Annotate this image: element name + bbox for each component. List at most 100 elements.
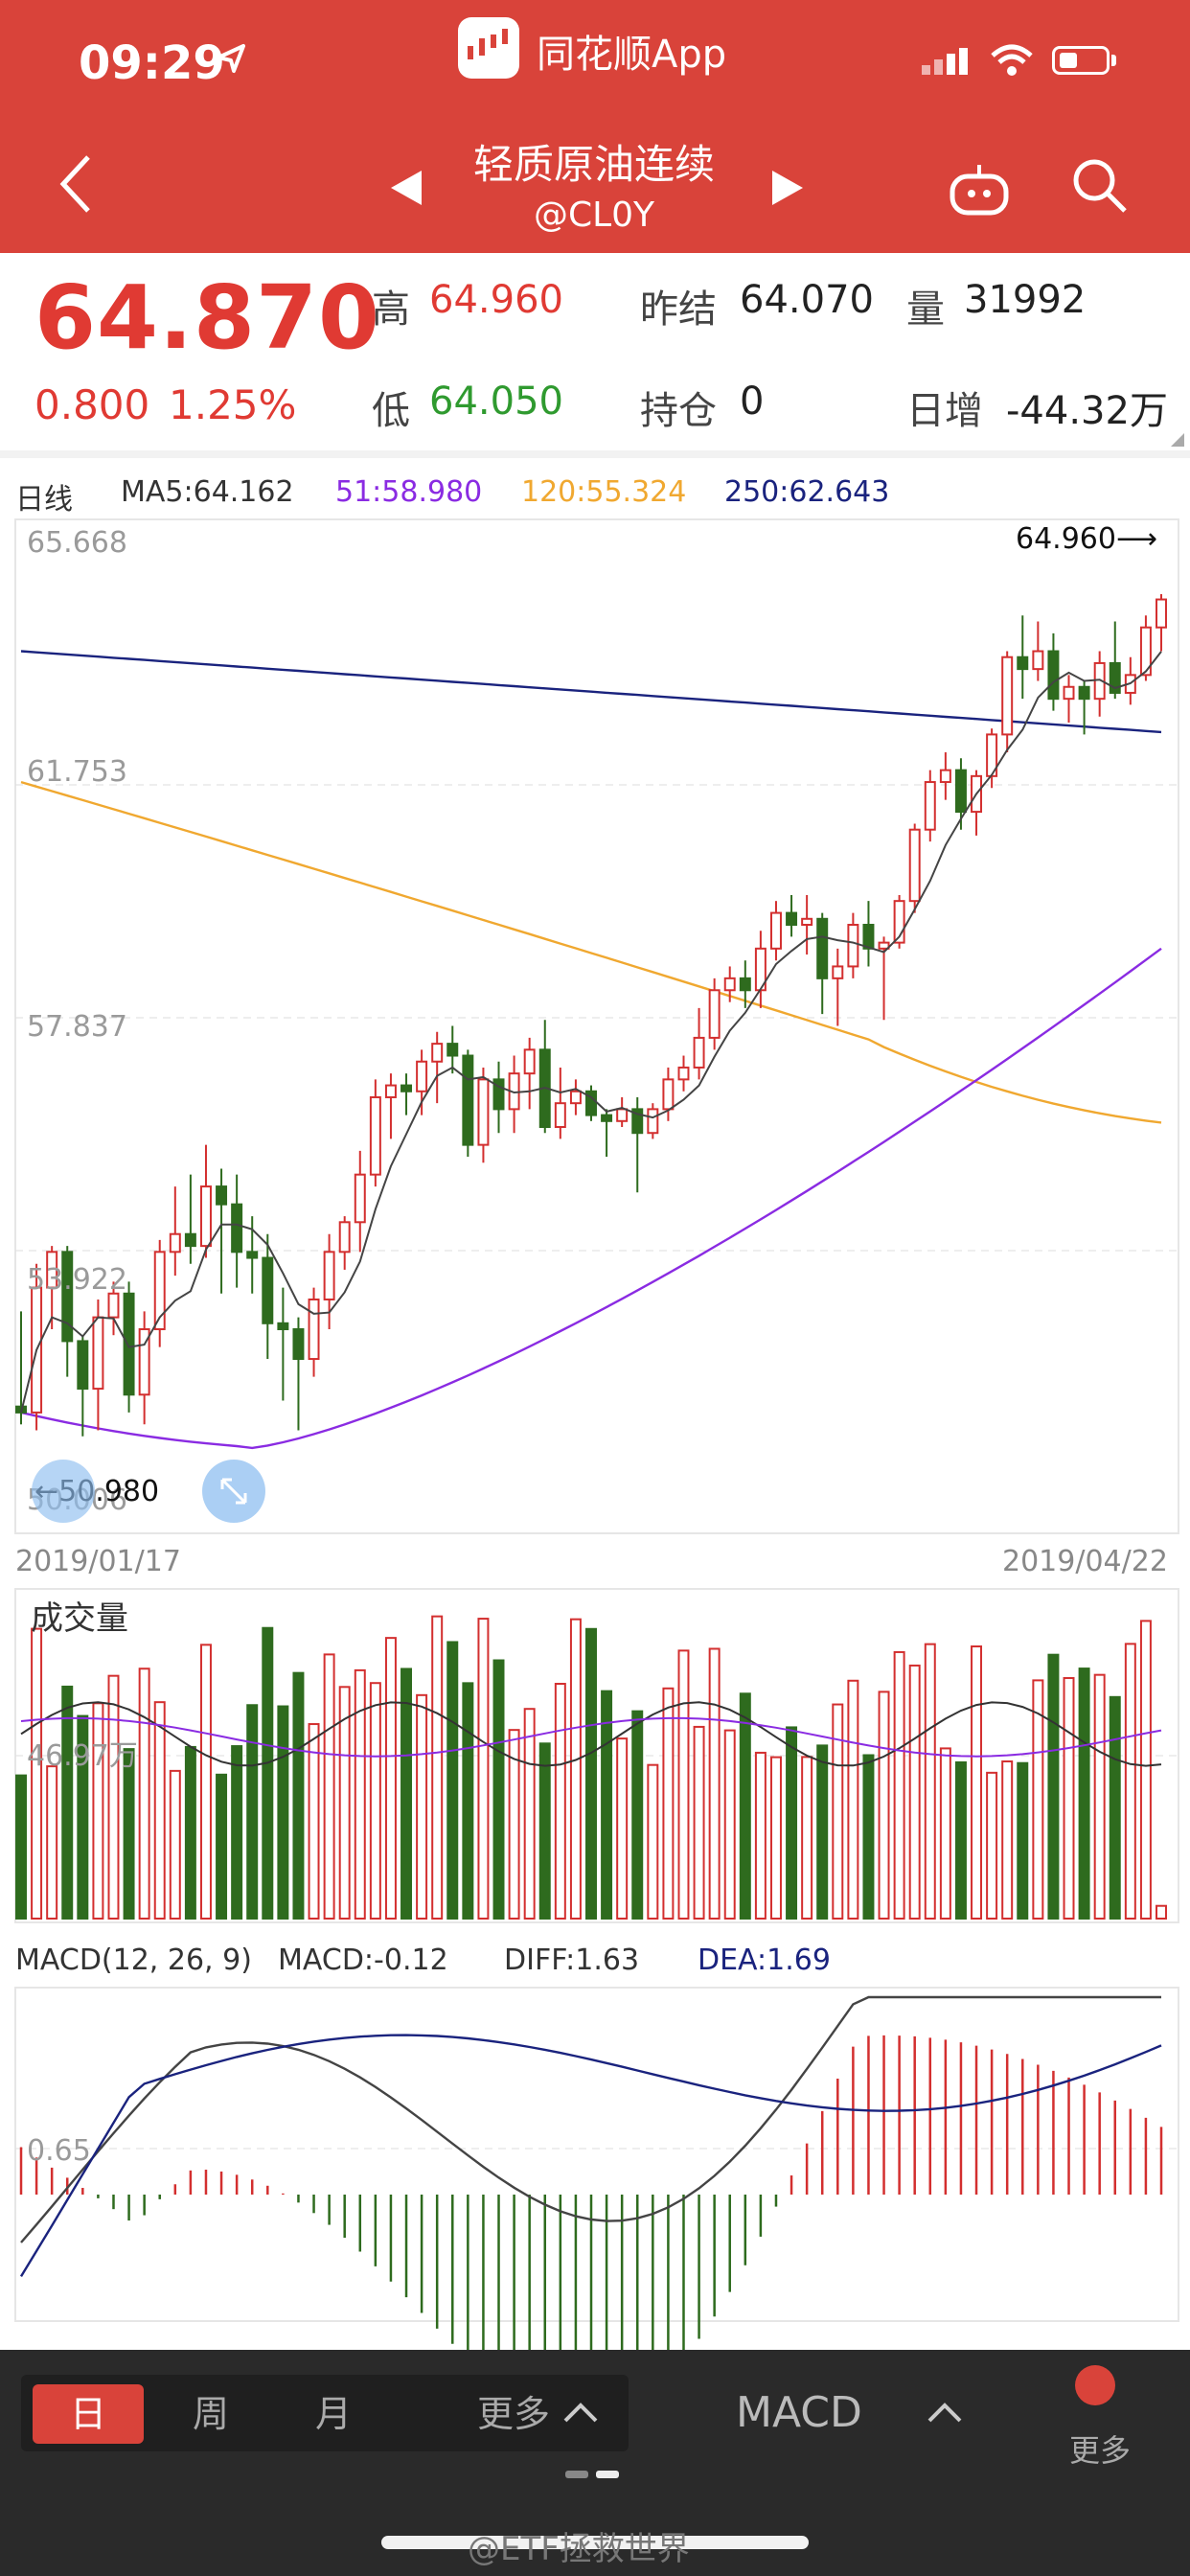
candle (384, 1084, 397, 1098)
signal-icon (922, 48, 968, 75)
candle (616, 1108, 629, 1122)
more-periods-chevron-up-icon[interactable] (563, 2402, 598, 2423)
daily-increase-label: 日增 (906, 389, 983, 433)
candle (184, 1232, 196, 1248)
wifi-icon (991, 44, 1033, 76)
candle (446, 1043, 459, 1057)
candle (523, 1048, 536, 1075)
tab-day[interactable]: 日 (33, 2384, 144, 2444)
candle (954, 769, 967, 814)
back-icon[interactable] (59, 155, 92, 213)
macd-y-label: 0.65 (27, 2134, 91, 2168)
candle (739, 977, 751, 992)
volume-bar (92, 1702, 104, 1920)
candle (1139, 626, 1152, 677)
volume-bar (277, 1705, 289, 1920)
crosshair-toggle-button[interactable] (32, 1460, 95, 1523)
volume-bar (508, 1729, 520, 1920)
volume-bar (908, 1664, 921, 1920)
tab-week[interactable]: 周 (192, 2393, 229, 2435)
candle (277, 1322, 289, 1331)
volume-bar (523, 1708, 536, 1920)
candle (477, 1078, 490, 1146)
x-start-date: 2019/01/17 (15, 1545, 181, 1578)
candle (677, 1066, 690, 1081)
candle (107, 1292, 120, 1319)
volume-bar (153, 1701, 166, 1920)
x-end-date: 2019/04/22 (1002, 1545, 1168, 1578)
volume-bar (184, 1745, 196, 1920)
volume-bar (107, 1674, 120, 1920)
volume-bar (723, 1729, 736, 1920)
volume-bar (31, 1627, 43, 1920)
volume-bar (986, 1771, 998, 1920)
kline-chart[interactable]: 65.668 61.753 57.837 53.922 50.006 64.96… (0, 518, 1190, 1534)
y-label-top: 65.668 (27, 526, 127, 560)
volume-bar (801, 1756, 813, 1920)
volume-title: 成交量 (31, 1599, 128, 1638)
volume-bar (477, 1618, 490, 1920)
volume-bar (1093, 1673, 1106, 1920)
next-contract-icon[interactable] (770, 169, 805, 207)
low-value: 64.050 (429, 380, 563, 424)
volume-bar (1017, 1761, 1029, 1920)
macd-chart[interactable]: 0.65 (0, 1986, 1190, 2419)
volume-bar (1047, 1653, 1060, 1920)
candle (832, 965, 844, 979)
tab-more[interactable]: 更多 (476, 2393, 550, 2435)
more-menu-icon[interactable] (1075, 2365, 1115, 2405)
volume-bar (538, 1742, 551, 1920)
dea-value: DEA:1.69 (698, 1944, 831, 1977)
candle (138, 1328, 150, 1396)
candle (199, 1185, 212, 1248)
tab-month[interactable]: 月 (314, 2393, 352, 2435)
candle (1109, 661, 1121, 694)
volume-bar (662, 1687, 675, 1920)
candle (123, 1292, 135, 1396)
candle (723, 977, 736, 992)
volume-bar (338, 1686, 351, 1920)
divider (0, 450, 1190, 458)
open-interest-value: 0 (740, 380, 765, 424)
macd-value: MACD:-0.12 (278, 1944, 448, 1977)
candle (153, 1251, 166, 1331)
candle (1047, 650, 1060, 701)
prev-contract-icon[interactable] (389, 169, 423, 207)
volume-bar (924, 1643, 936, 1920)
volume-y-label: 46.97万 (27, 1739, 138, 1773)
indicator-chevron-up-icon[interactable] (927, 2402, 962, 2423)
candle (554, 1102, 566, 1129)
volume-bar (308, 1723, 320, 1920)
volume-bar (1032, 1679, 1044, 1920)
volume-bar (169, 1769, 181, 1920)
candle (1032, 650, 1044, 671)
indicator-select[interactable]: MACD (736, 2388, 862, 2437)
ma51-line (20, 947, 1162, 1450)
dea-line (19, 2034, 1162, 2278)
home-indicator[interactable] (381, 2536, 809, 2549)
candle (1001, 656, 1014, 736)
high-label: 高 (372, 288, 410, 332)
candle (462, 1054, 474, 1146)
volume-bar (769, 1756, 782, 1920)
last-price: 64.870 (34, 266, 381, 369)
candle (693, 1036, 705, 1069)
period-label: 日线 (15, 483, 73, 517)
volume-bar (77, 1714, 89, 1920)
candle (1063, 685, 1075, 701)
robot-assistant-icon[interactable] (949, 161, 1010, 216)
volume-bar (123, 1748, 135, 1920)
more-menu-label[interactable]: 更多 (1069, 2432, 1132, 2469)
volume-bar (262, 1626, 274, 1920)
search-icon[interactable] (1071, 157, 1129, 215)
volume-bar (1063, 1677, 1075, 1920)
expand-corner-icon[interactable] (1171, 433, 1184, 447)
volume-ma-line-2 (20, 1716, 1162, 1758)
candle (262, 1256, 274, 1324)
volume-chart[interactable]: 成交量 46.97万 (0, 1587, 1190, 1924)
volume-bar (971, 1644, 983, 1920)
candle (46, 1251, 58, 1289)
volume-bar (462, 1682, 474, 1920)
candle (492, 1078, 505, 1111)
volume-bar (416, 1693, 428, 1920)
